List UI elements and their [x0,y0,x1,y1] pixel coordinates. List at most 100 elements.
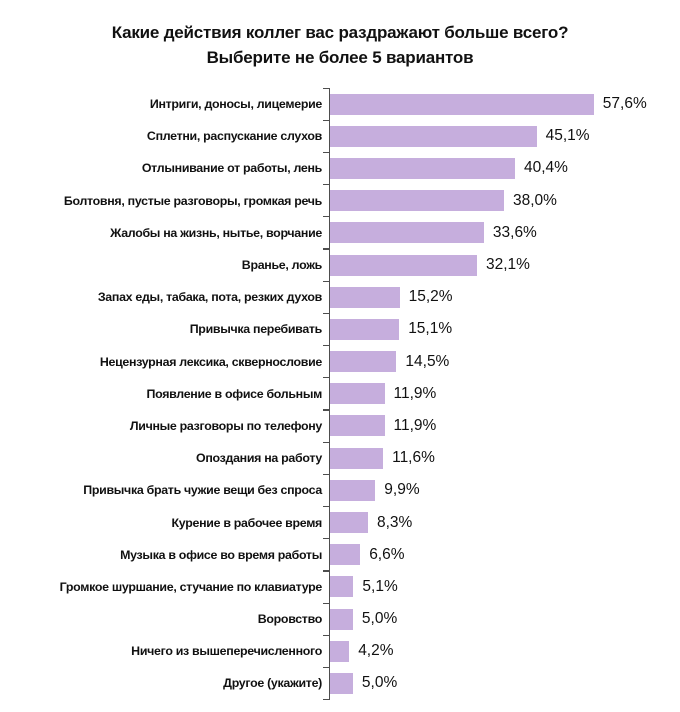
bar-area: 14,5% [323,344,680,378]
bar-value-label: 15,2% [408,288,453,306]
bar [330,93,594,115]
bar [330,222,484,244]
chart-row: Громкое шуршание, стучание по клавиатуре… [0,570,680,603]
bar [330,351,397,373]
bar [330,125,537,147]
bar-value-label: 57,6% [602,95,647,113]
bar-area: 15,2% [323,280,680,314]
chart-row: Музыка в офисе во время работы 6,6% [0,538,680,571]
category-label: Личные разговоры по телефону [129,418,322,433]
bar-area: 38,0% [323,184,680,217]
bar-area: 11,9% [323,377,680,410]
bar-value-label: 14,5% [405,352,450,370]
category-label: Появление в офисе больным [146,386,323,401]
chart-title-line2: Выберите не более 5 вариантов [206,48,474,67]
bar-area: 5,0% [323,602,680,636]
category-label: Болтовня, пустые разговоры, громкая речь [63,193,322,208]
bar-area: 15,1% [323,312,680,346]
category-label: Воровство [257,612,323,627]
bar-area: 11,9% [323,409,680,443]
chart-row: Жалобы на жизнь, нытье, ворчание 33,6% [0,216,680,249]
bar-value-label: 33,6% [492,223,537,241]
bar-area: 5,0% [323,666,680,701]
chart-title: Какие действия коллег вас раздражают бол… [0,0,680,70]
category-label: Другое (укажите) [223,676,322,691]
bar-area: 9,9% [323,473,680,507]
chart-title-line1: Какие действия коллег вас раздражают бол… [111,23,569,42]
bar [330,576,354,598]
category-label: Вранье, ложь [241,258,323,273]
category-label: Интриги, доносы, лицемерие [149,97,322,112]
category-label: Привычка перебивать [189,322,323,337]
bar-value-label: 11,6% [392,449,435,467]
chart-row: Курение в рабочее время 8,3% [0,505,680,539]
chart-row: Воровство 5,0% [0,602,680,636]
bar [330,544,361,566]
bar [330,447,384,469]
chart-row: Сплетни, распускание слухов 45,1% [0,119,680,153]
bar [330,157,515,179]
bar-value-label: 40,4% [524,159,568,177]
bar [330,415,385,437]
bar-value-label: 5,0% [361,610,398,628]
category-label: Отлынивание от работы, лень [141,161,322,176]
chart-row: Опоздания на работу 11,6% [0,441,680,475]
bar-value-label: 6,6% [369,545,405,563]
chart-row: Нецензурная лексика, сквернословие 14,5% [0,344,680,378]
bar-value-label: 5,1% [362,577,398,595]
bar-value-label: 32,1% [486,256,530,274]
bar-value-label: 5,0% [361,674,398,692]
bar [330,608,353,630]
category-label: Жалобы на жизнь, нытье, ворчание [110,225,322,240]
bar-value-label: 38,0% [513,191,557,209]
category-label: Сплетни, распускание слухов [146,129,322,144]
bar-area: 40,4% [323,151,680,185]
bar-chart: Интриги, доносы, лицемерие 57,6% Сплетни, … [0,87,680,701]
category-label: Ничего из вышеперечисленного [131,644,322,659]
category-label: Запах еды, табака, пота, резких духов [97,290,322,305]
bar [330,286,400,308]
bar-area: 57,6% [323,87,680,121]
bar [330,383,385,405]
category-label: Опоздания на работу [196,451,322,466]
bar-value-label: 15,1% [408,320,453,338]
category-label: Привычка брать чужие вещи без спроса [83,483,322,498]
bar-area: 33,6% [323,216,680,249]
bar-value-label: 9,9% [384,481,420,499]
chart-row: Привычка брать чужие вещи без спроса 9,9% [0,473,680,507]
category-label: Музыка в офисе во время работы [120,547,322,562]
chart-row: Ничего из вышеперечисленного 4,2% [0,634,680,668]
category-label: Нецензурная лексика, сквернословие [99,354,322,369]
bar [330,479,376,501]
chart-row: Вранье, ложь 32,1% [0,248,680,282]
bar-value-label: 11,9% [393,384,437,402]
bar-area: 5,1% [323,570,680,603]
bar-value-label: 45,1% [545,127,590,145]
chart-row: Появление в офисе больным 11,9% [0,377,680,410]
bar [330,512,368,534]
chart-row: Запах еды, табака, пота, резких духов 15,… [0,280,680,314]
bar-value-label: 4,2% [358,642,394,660]
bar [330,254,477,276]
bar-area: 4,2% [323,634,680,668]
chart-row: Отлынивание от работы, лень 40,4% [0,151,680,185]
category-label: Громкое шуршание, стучание по клавиатуре [59,579,323,594]
bar [330,318,400,340]
chart-row: Другое (укажите) 5,0% [0,666,680,701]
bar-area: 8,3% [323,505,680,539]
bar-area: 45,1% [323,119,680,153]
bar [330,640,350,662]
category-label: Курение в рабочее время [171,515,323,530]
bar-area: 32,1% [323,248,680,282]
chart-row: Интриги, доносы, лицемерие 57,6% [0,87,680,121]
bar [330,672,353,694]
bar-value-label: 8,3% [377,513,413,531]
bar-area: 6,6% [323,538,680,571]
chart-row: Болтовня, пустые разговоры, громкая речь… [0,184,680,217]
bar-value-label: 11,9% [393,416,437,434]
bar-area: 11,6% [323,441,680,475]
bar [330,190,504,212]
chart-row: Привычка перебивать 15,1% [0,312,680,346]
chart-row: Личные разговоры по телефону 11,9% [0,409,680,443]
